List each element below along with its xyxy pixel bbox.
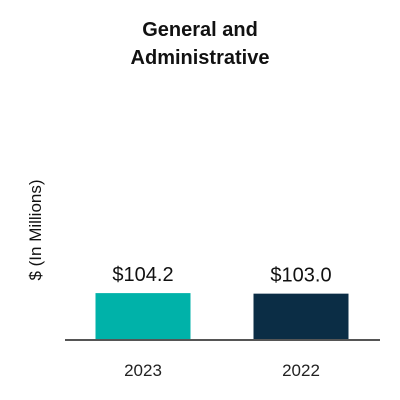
bar-2022 <box>253 293 349 340</box>
y-axis-label: $ (In Millions) <box>26 179 45 280</box>
x-tick-label-2023: 2023 <box>124 361 162 380</box>
chart-title-line-2: Administrative <box>131 47 270 69</box>
x-tick-label-2022: 2022 <box>282 361 320 380</box>
bars-group: $104.2 2023 $103.0 2022 <box>95 264 349 380</box>
bar-2023 <box>95 293 191 340</box>
data-label-2022: $103.0 <box>270 265 331 287</box>
data-label-2023: $104.2 <box>112 264 173 286</box>
chart-title-line-1: General and <box>142 19 258 41</box>
